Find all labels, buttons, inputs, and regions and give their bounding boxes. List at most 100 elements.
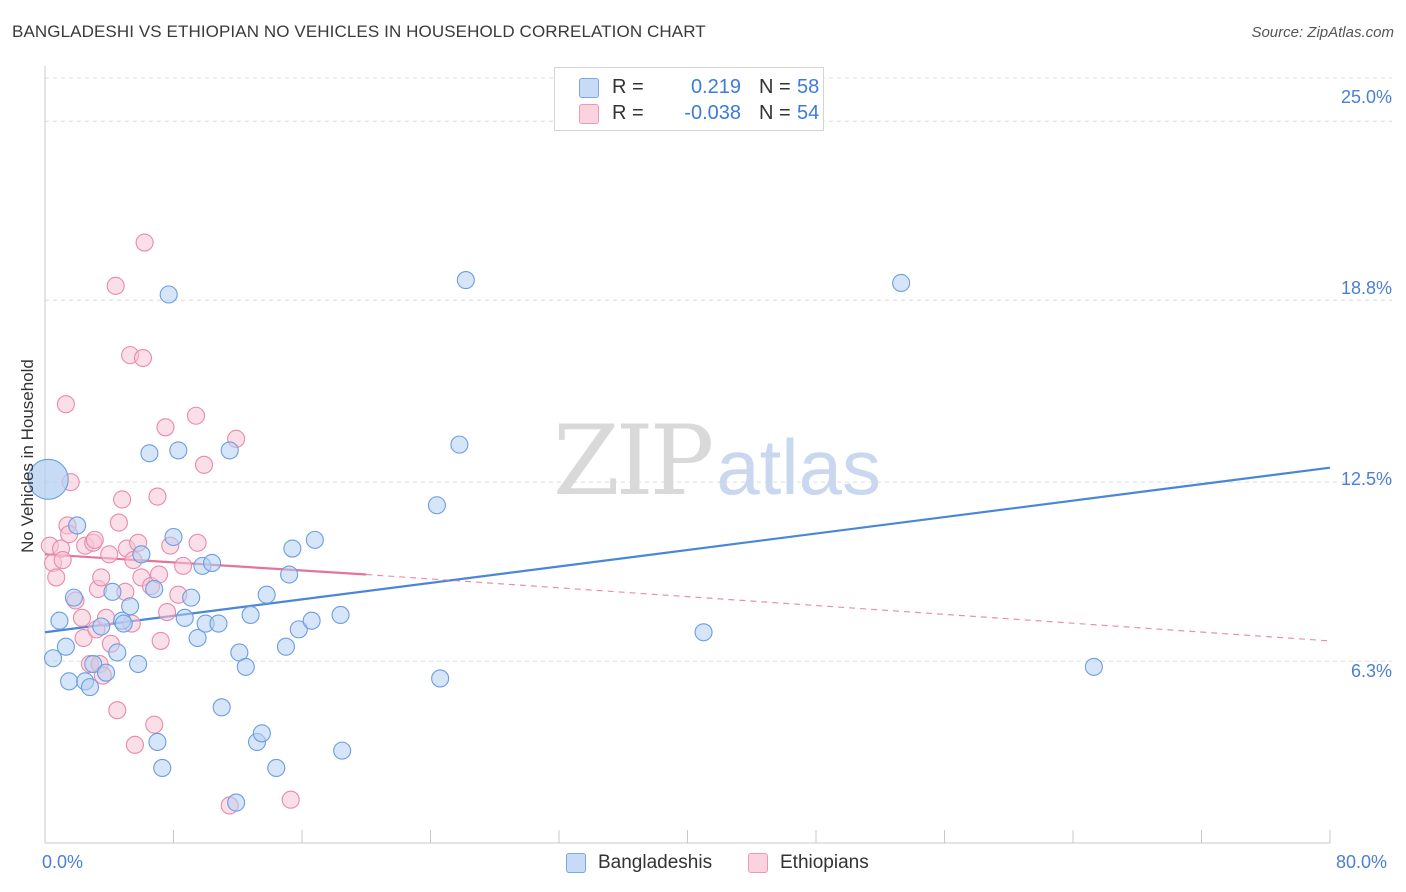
bangladeshi-point-40 [267,758,286,777]
ethiopian-point-5 [56,395,75,414]
ethiopian-point-24 [106,276,125,295]
chart-title: BANGLADESHI VS ETHIOPIAN NO VEHICLES IN … [12,22,706,41]
bangladeshis-trend [44,466,1331,634]
bangladeshi-point-50 [431,669,450,688]
bangladeshi-point-46 [305,530,324,549]
bangladeshis-trend-line [44,466,1331,634]
ethiopian-point-10 [72,608,91,627]
bangladeshi-point-56 [27,458,69,500]
bangladeshi-point-44 [289,620,308,639]
legend-label-ethiopians: Ethiopians [780,852,869,873]
ethiopians-trend [44,553,1331,642]
legend-n-value: 54 [797,102,820,124]
legend-r-label: R = [612,76,644,98]
bangladeshi-point-7 [80,678,100,697]
x-tick-label-min: 0.0% [42,852,84,872]
gridlines [45,77,1392,662]
bangladeshi-point-21 [159,285,178,304]
bangladeshi-point-53 [694,623,713,642]
watermark: ZIPatlas [553,405,881,517]
ethiopian-point-27 [113,490,132,509]
ethiopians-trend-extension [366,573,1331,642]
bangladeshi-point-51 [450,435,469,454]
ethiopian-point-26 [109,513,128,532]
legend-swatch-blue [566,853,586,873]
bangladeshi-point-45 [302,611,321,630]
ethiopian-point-36 [133,348,153,368]
bangladeshi-point-16 [132,545,151,564]
legend-n-label: N = [759,102,791,124]
bangladeshi-point-41 [276,637,295,656]
bangladeshi-point-26 [188,628,207,648]
watermark-atlas: atlas [716,423,881,511]
ethiopian-point-37 [135,233,154,252]
bangladeshi-point-10 [96,663,116,682]
watermark-zip: ZIP [553,405,714,517]
ethiopian-point-25 [108,701,127,720]
ethiopian-point-4 [53,551,72,570]
bangladeshi-point-5 [68,516,87,535]
legend-n-label: N = [759,76,791,98]
bangladeshi-point-30 [209,614,228,633]
bangladeshis-points [27,271,1103,812]
bangladeshi-point-2 [56,637,75,656]
bangladeshi-point-57 [114,614,133,633]
bangladeshi-point-11 [103,582,122,601]
bangladeshi-point-24 [175,608,194,627]
bangladeshi-point-38 [252,724,271,743]
ethiopian-point-48 [186,406,206,425]
bangladeshi-point-43 [283,539,302,558]
ethiopian-point-33 [125,735,144,754]
ethiopian-point-42 [151,631,170,650]
ethiopian-point-15 [85,530,104,549]
bangladeshi-point-55 [1084,657,1103,676]
bangladeshi-point-49 [427,496,446,515]
y-axis-title: No Vehicles in Household [18,359,37,553]
bangladeshi-point-9 [92,617,111,636]
ethiopian-point-49 [188,533,207,552]
bangladeshi-point-4 [64,588,83,607]
legend-r-value: 0.219 [690,76,741,98]
bangladeshi-point-42 [280,565,299,584]
bangladeshi-point-20 [153,758,172,777]
legend-swatch-pink [748,853,768,873]
x-tick-label-max: 80.0% [1336,852,1388,872]
legend-label-bangladeshis: Bangladeshis [598,852,713,873]
ethiopian-point-19 [92,568,111,587]
bangladeshi-point-3 [60,672,79,691]
y-tick-label-25: 25.0% [1340,87,1392,107]
bangladeshi-point-15 [129,654,148,674]
axes [44,66,1331,844]
bangladeshi-point-19 [148,732,167,752]
bangladeshi-point-33 [227,793,246,812]
bangladeshi-point-52 [456,271,475,290]
bangladeshi-point-22 [164,527,183,547]
legend-r-value: -0.038 [684,102,741,124]
ethiopian-point-44 [158,603,177,622]
ethiopian-point-43 [156,418,175,437]
bangladeshi-point-29 [203,553,222,573]
y-tick-label-12-5: 12.5% [1340,469,1392,489]
bangladeshi-point-39 [257,585,276,604]
y-tick-label-18-8: 18.8% [1340,278,1392,298]
bangladeshi-point-18 [145,579,164,599]
bangladeshi-point-48 [333,741,352,760]
bangladeshi-point-0 [43,649,63,668]
ethiopian-point-40 [148,487,167,506]
correlation-legend: R = 0.219 N = 58 R = -0.038 N = 54 [554,67,824,131]
bangladeshi-point-47 [331,605,350,624]
bangladeshi-point-8 [84,654,103,674]
bangladeshi-point-35 [236,657,255,676]
ethiopian-point-53 [281,790,300,809]
bangladeshi-point-36 [241,605,260,624]
legend-swatch-pink [579,104,599,124]
bangladeshi-point-17 [140,444,159,463]
y-tick-label-6-3: 6.3% [1350,661,1392,681]
source-label: Source: ZipAtlas.com [1251,24,1394,41]
ethiopian-point-50 [194,455,214,474]
bangladeshi-point-12 [108,643,127,662]
legend-n-value: 58 [797,76,820,98]
legend-r-label: R = [612,102,644,124]
ethiopian-point-22 [100,545,119,564]
